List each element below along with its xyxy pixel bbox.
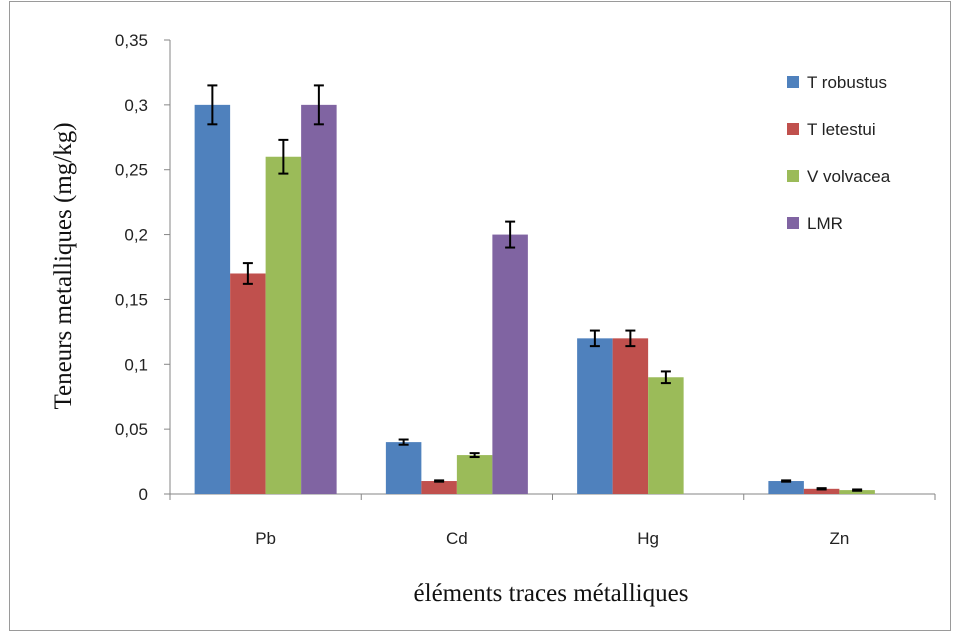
legend-label: LMR: [807, 214, 843, 233]
bar: [230, 273, 266, 494]
legend-swatch: [787, 170, 799, 182]
bar: [265, 156, 302, 494]
bar: [577, 338, 613, 494]
bar: [768, 481, 804, 494]
legend-label: T robustus: [807, 73, 887, 92]
bar: [839, 490, 875, 494]
y-tick-label: 0: [139, 485, 148, 504]
chart-frame: [9, 1, 951, 631]
bar: [456, 455, 493, 494]
bar: [301, 104, 337, 494]
legend-swatch: [787, 123, 799, 135]
bar: [648, 377, 684, 494]
legend-label: V volvacea: [807, 167, 891, 186]
y-tick-label: 0,05: [115, 420, 148, 439]
bar: [492, 234, 528, 495]
bar: [612, 338, 649, 494]
bar: [385, 442, 422, 494]
legend-swatch: [787, 76, 799, 88]
x-tick-label: Pb: [255, 529, 276, 548]
y-tick-label: 0,15: [115, 290, 148, 309]
y-tick-label: 0,1: [124, 355, 148, 374]
y-tick-label: 0,2: [124, 226, 148, 245]
bar: [421, 481, 457, 494]
x-tick-label: Hg: [637, 529, 659, 548]
x-tick-label: Zn: [829, 529, 849, 548]
y-tick-label: 0,3: [124, 96, 148, 115]
bar: [803, 488, 840, 494]
y-tick-label: 0,35: [115, 31, 148, 50]
legend-swatch: [787, 217, 799, 229]
y-axis-label: Teneurs metalliques (mg/kg): [50, 122, 77, 409]
x-tick-label: Cd: [446, 529, 468, 548]
y-tick-label: 0,25: [115, 161, 148, 180]
x-axis-label: éléments traces métalliques: [414, 580, 689, 607]
bar: [194, 104, 231, 494]
legend-label: T letestui: [807, 120, 876, 139]
